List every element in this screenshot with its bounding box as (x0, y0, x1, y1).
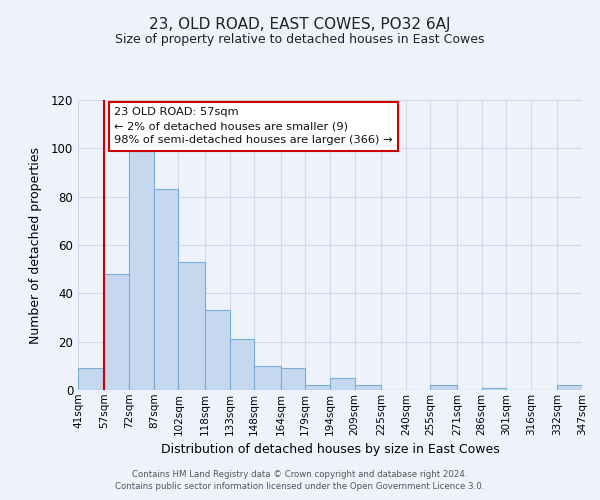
Bar (129, 151, 154, 390)
Text: Size of property relative to detached houses in East Cowes: Size of property relative to detached ho… (115, 32, 485, 46)
Text: Contains public sector information licensed under the Open Government Licence 3.: Contains public sector information licen… (115, 482, 485, 491)
Y-axis label: Number of detached properties: Number of detached properties (29, 146, 43, 344)
Bar (305, 385, 330, 390)
Bar (230, 339, 254, 390)
Bar (430, 385, 457, 390)
Bar (482, 388, 506, 390)
Bar (557, 385, 582, 390)
X-axis label: Distribution of detached houses by size in East Cowes: Distribution of detached houses by size … (161, 443, 499, 456)
Bar (178, 262, 205, 390)
Bar (78, 368, 104, 390)
Text: 23, OLD ROAD, EAST COWES, PO32 6AJ: 23, OLD ROAD, EAST COWES, PO32 6AJ (149, 18, 451, 32)
Bar (104, 274, 129, 390)
Text: 23 OLD ROAD: 57sqm
← 2% of detached houses are smaller (9)
98% of semi-detached : 23 OLD ROAD: 57sqm ← 2% of detached hous… (114, 108, 393, 146)
Bar (355, 385, 381, 390)
Text: Contains HM Land Registry data © Crown copyright and database right 2024.: Contains HM Land Registry data © Crown c… (132, 470, 468, 479)
Bar (205, 310, 230, 390)
Bar (281, 368, 305, 390)
Bar (154, 190, 178, 390)
Bar (254, 366, 281, 390)
Bar (330, 378, 355, 390)
